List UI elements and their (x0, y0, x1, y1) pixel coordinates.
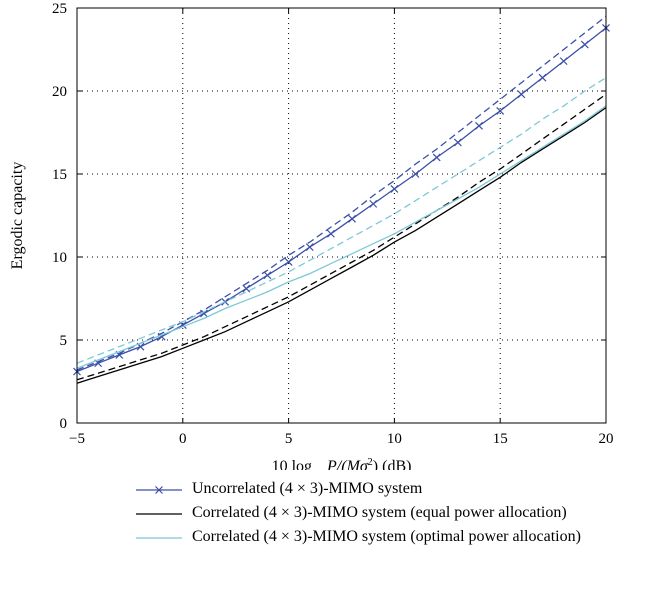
data-point-marker (411, 170, 420, 178)
x-tick-label: 0 (179, 431, 187, 447)
series-line-6 (76, 77, 607, 364)
x-tick-label: −5 (69, 431, 85, 447)
data-point-marker (432, 153, 441, 162)
legend-label: Correlated (4 × 3)-MIMO system (equal po… (192, 504, 567, 521)
series-line-1 (76, 27, 607, 373)
series-lines (73, 15, 610, 384)
data-point-marker (284, 258, 293, 266)
plot-frame (76, 7, 607, 424)
data-point-marker (263, 271, 272, 280)
series-line-2 (76, 15, 607, 371)
x-tick-label: 5 (285, 431, 293, 447)
y-tick-label: 25 (52, 1, 67, 17)
data-point-marker (348, 214, 357, 223)
x-axis-label-part: P/(Mσ (323, 458, 369, 470)
data-point-marker (580, 40, 589, 49)
data-point-marker (242, 284, 251, 293)
legend-label: Uncorrelated (4 × 3)-MIMO system (192, 480, 423, 497)
x-axis-label: 10 log10 P/(Mσn2) (dB) (272, 456, 412, 470)
x-tick-label: 10 (387, 431, 402, 447)
data-point-marker (305, 243, 314, 251)
legend-label: Correlated (4 × 3)-MIMO system (optimal … (192, 528, 581, 545)
x-axis-label-superscript: 2 (367, 456, 373, 468)
x-axis-label-subscript: n (368, 468, 374, 470)
data-point-marker (517, 90, 526, 99)
series-line-4 (76, 93, 607, 381)
y-tick-label: 10 (52, 250, 67, 266)
x-axis-label-subscript: 10 (312, 468, 324, 470)
series-line-5 (76, 105, 607, 369)
legend-swatch (136, 513, 182, 515)
legend-swatch (136, 486, 182, 494)
data-point-marker (453, 138, 462, 147)
data-point-marker (390, 185, 399, 193)
series-line-3 (76, 107, 607, 384)
y-tick-label: 15 (52, 167, 67, 183)
legend-swatch (136, 537, 182, 539)
x-axis-label-part: 10 log (272, 458, 312, 470)
data-point-marker (369, 199, 378, 208)
x-tick-label: 20 (599, 431, 614, 447)
x-tick-label: 15 (493, 431, 508, 447)
y-tick-label: 5 (60, 333, 68, 349)
y-tick-label: 20 (52, 84, 67, 100)
data-point-marker (538, 73, 547, 82)
data-point-marker (559, 57, 568, 66)
data-point-marker (326, 229, 335, 238)
grid-lines (76, 7, 607, 424)
data-point-marker (496, 106, 505, 115)
y-axis-label: Ergodic capacity (9, 162, 26, 270)
data-point-marker (475, 121, 483, 130)
y-tick-label: 0 (60, 416, 68, 432)
x-axis-label-part: ) (dB) (373, 458, 412, 470)
